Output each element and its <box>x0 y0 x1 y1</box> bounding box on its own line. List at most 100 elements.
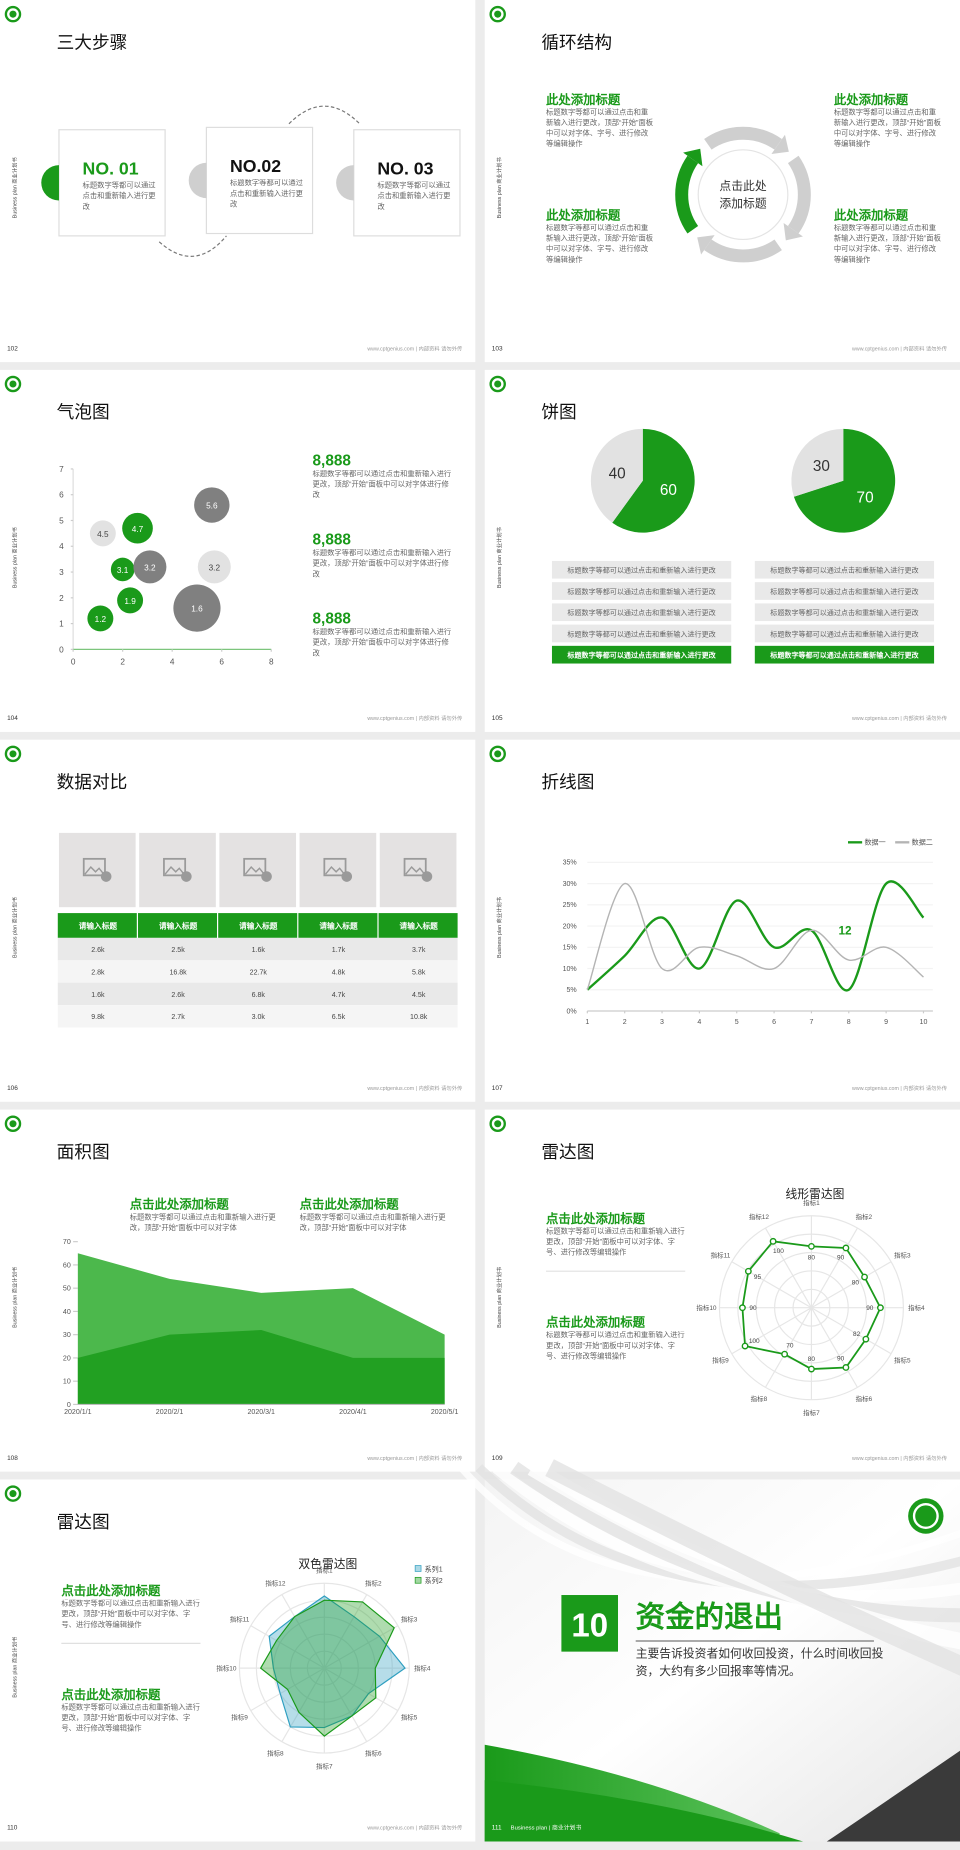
page-number: 104 <box>7 715 18 722</box>
step-text-box: 标题数字等都可以通过点击和重新输入进行更改 <box>230 179 303 208</box>
bubble <box>89 520 116 547</box>
slide: Business plan 商业计划书 105 www.cptgenius.com … <box>484 369 960 732</box>
x-tick-label: 10 <box>920 1019 928 1026</box>
table-cell: 4.5k <box>412 992 426 999</box>
radar-axis-label: 指标8 <box>751 1394 768 1403</box>
x-tick-label: 9 <box>884 1019 888 1026</box>
y-tick-label: 60 <box>63 1262 71 1269</box>
radar-spoke <box>324 1667 399 1712</box>
radar-axis-label: 指标1 <box>316 1566 333 1575</box>
list-text: 标题数字等都可以通过点击和重新输入进行更改 <box>567 608 715 617</box>
table-cell: 2.5k <box>171 947 185 954</box>
block-text: 标题数字等都可以通过点击和重新输入进行更改，顶部“开始”面板中可以对字体、字号、… <box>61 1703 200 1733</box>
x-tick-label: 2 <box>120 658 125 667</box>
y-tick-label: 4 <box>59 542 64 551</box>
block-text: 标题数字等都可以通过点击和重新输入进行更改，顶部“开始”面板中可以对字体、字号、… <box>833 108 941 149</box>
side-label: Business plan 商业计划书 <box>11 157 19 219</box>
area-series <box>77 1330 445 1405</box>
y-tick-label: 2 <box>59 594 64 603</box>
x-tick-label: 1 <box>585 1019 589 1026</box>
radar-spoke <box>281 1667 325 1742</box>
pie-label: 40 <box>609 465 626 482</box>
cycle-center-text-box: 点击此处添加标题 <box>719 180 766 210</box>
side-label: Business plan 商业计划书 <box>495 157 503 219</box>
bubble-label: 3.2 <box>144 563 156 572</box>
y-tick-label: 0 <box>67 1402 71 1409</box>
radar-value-label: 82 <box>853 1331 861 1338</box>
radar-value-label: 100 <box>749 1338 760 1345</box>
radar-axis-label: 指标3 <box>894 1251 911 1260</box>
table-header: 请输入标题 <box>319 920 358 930</box>
block-title: 点击此处添加标题 <box>300 1197 400 1212</box>
radar-axis-label: 指标2 <box>856 1212 873 1221</box>
side-label: Business plan 商业计划书 <box>495 1266 503 1328</box>
side-label: Business plan 商业计划书 <box>11 896 19 958</box>
x-tick-label: 8 <box>847 1019 851 1026</box>
radar-spoke <box>250 1625 325 1669</box>
block-title: 此处添加标题 <box>834 207 909 222</box>
y-tick-label: 50 <box>63 1286 71 1293</box>
dashed-arrow <box>288 105 361 125</box>
slide: Business plan 商业计划书 102 www.cptgenius.com … <box>0 0 476 363</box>
cycle-arc <box>787 155 811 234</box>
page-number: 108 <box>7 1455 18 1462</box>
list-item <box>551 603 732 622</box>
radar-spoke <box>811 1307 892 1355</box>
list-item <box>551 624 732 643</box>
bubble <box>173 584 221 632</box>
note-text-box: 标题数字等都可以通过点击和重新输入进行更改，顶部“开始”面板中可以对字体进行修改 <box>313 628 452 657</box>
logo-core <box>9 380 17 388</box>
block-title: 点击此处添加标题 <box>130 1197 230 1212</box>
block-text-box: 标题数字等都可以通过点击和重新输入进行更改，顶部“开始”面板中可以对字体、字号、… <box>546 109 653 149</box>
y-tick-label: 25% <box>563 902 578 909</box>
cycle-arc <box>704 126 782 150</box>
block-title: 此处添加标题 <box>834 92 909 107</box>
bubble-label: 1.9 <box>124 597 136 606</box>
x-tick-label: 4 <box>170 658 175 667</box>
note-value: 8,888 <box>313 610 352 627</box>
radar-value-label: 90 <box>866 1305 874 1312</box>
y-tick-label: 20% <box>563 923 578 930</box>
step-box <box>205 126 314 235</box>
step-box <box>353 129 461 237</box>
block-title: 点击此处添加标题 <box>546 1211 646 1226</box>
radar-axis-label: 指标1 <box>803 1198 820 1207</box>
y-tick-label: 7 <box>59 465 64 474</box>
image-icon <box>323 857 347 877</box>
radar-spoke <box>323 1667 368 1742</box>
table-cell: 1.7k <box>332 947 346 954</box>
legend-swatch <box>414 1565 422 1572</box>
dashed-arrow <box>158 235 227 257</box>
radar-axis-label: 指标11 <box>230 1615 250 1624</box>
radar-marker <box>808 1365 815 1373</box>
logo-core <box>9 1120 17 1128</box>
x-tick-label: 8 <box>269 658 274 667</box>
cover-green-band <box>484 1780 804 1842</box>
cycle-arc <box>675 155 699 234</box>
block-text-box: 标题数字等都可以通过点击和重新输入进行更改，顶部“开始”面板中可以对字体、字号、… <box>546 1331 685 1360</box>
page-number: 102 <box>7 345 18 352</box>
block-text-box: 标题数字等都可以通过点击和重新输入进行更改，顶部“开始”面板中可以对字体 <box>300 1213 446 1232</box>
radar-axis-label: 指标4 <box>414 1664 431 1673</box>
table-cell: 10.8k <box>410 1014 428 1021</box>
list-item <box>754 624 935 643</box>
radar-spoke <box>811 1261 892 1309</box>
radar-axis-label: 指标11 <box>711 1251 731 1260</box>
x-tick-label: 6 <box>219 658 224 667</box>
step-title: NO. 01 <box>83 159 139 179</box>
y-tick-label: 15% <box>563 945 578 952</box>
slide: Business plan 商业计划书 109 www.cptgenius.com … <box>484 1109 960 1472</box>
image-icon-plus <box>341 871 353 882</box>
y-tick-label: 3 <box>59 568 64 577</box>
page-number: 109 <box>492 1455 503 1462</box>
list-text: 标题数字等都可以通过点击和重新输入进行更改 <box>770 587 918 596</box>
table-header-cell <box>57 913 137 938</box>
table-header: 请输入标题 <box>239 920 278 930</box>
image-icon-plus <box>261 871 272 882</box>
table-cell: 3.7k <box>412 947 426 954</box>
list-text: 标题数字等都可以通过点击和重新输入进行更改 <box>769 651 919 660</box>
radar-axis-label: 指标6 <box>365 1748 382 1757</box>
section-text-box: 主要告诉投资者如何收回投资，什么时间收回投资，大约有多少回报率等情况。 <box>636 1648 884 1678</box>
